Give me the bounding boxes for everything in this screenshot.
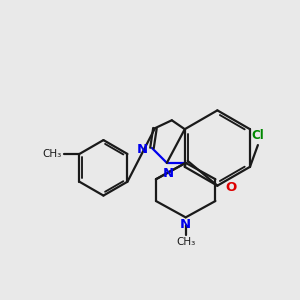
Text: N: N bbox=[137, 142, 148, 155]
Text: CH₃: CH₃ bbox=[176, 237, 195, 247]
Text: N: N bbox=[180, 218, 191, 231]
Text: O: O bbox=[225, 181, 236, 194]
Text: CH₃: CH₃ bbox=[42, 149, 62, 159]
Text: N: N bbox=[162, 167, 173, 180]
Text: Cl: Cl bbox=[251, 129, 264, 142]
